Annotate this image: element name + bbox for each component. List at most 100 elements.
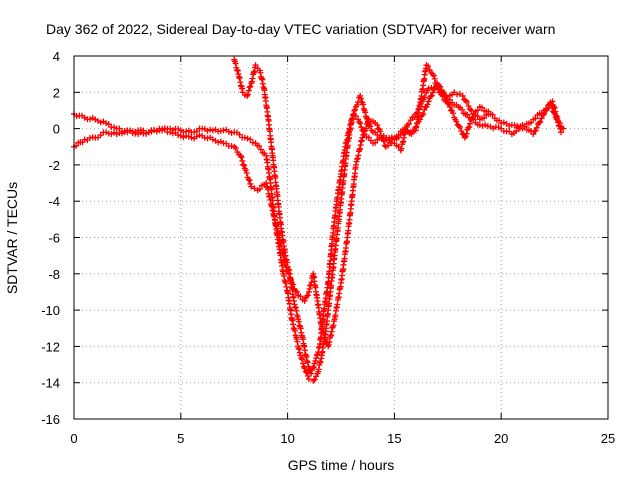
data-point [256,186,263,193]
data-point [238,154,245,161]
data-point [257,146,264,153]
data-point [252,62,259,69]
data-point [236,131,243,138]
data-point [463,130,470,137]
data-point [247,136,254,143]
data-points [71,56,567,384]
data-point [346,125,353,132]
data-point [299,360,306,367]
data-point [241,134,248,141]
data-point [421,106,428,113]
data-point [293,288,300,295]
y-tick-label: 0 [53,122,60,137]
data-point [555,119,562,126]
data-point [444,96,451,103]
data-point [308,370,315,377]
data-point [304,292,311,299]
data-point [209,136,216,143]
data-point [161,126,168,133]
data-point [457,124,464,131]
data-point [455,122,462,129]
data-point [466,106,473,113]
data-point [175,132,182,139]
data-point [103,129,110,136]
x-tick-label: 5 [177,431,184,446]
data-point [481,114,488,121]
data-point [232,60,239,67]
data-point [511,122,518,129]
data-point [97,119,104,126]
data-point [92,116,99,123]
data-point [234,67,241,74]
data-point [372,139,379,146]
data-point [374,121,381,128]
chart-title: Day 362 of 2022, Sidereal Day-to-day VTE… [46,21,555,37]
data-point [220,127,227,134]
data-point [514,122,521,129]
data-point [476,121,483,128]
data-point [247,83,254,90]
data-point [193,133,200,140]
x-tick-label: 0 [70,431,77,446]
data-point [431,75,438,82]
data-point [536,119,543,126]
data-point [533,124,540,131]
data-point [537,118,544,125]
data-point [424,101,431,108]
data-point [439,92,446,99]
data-point [183,132,190,139]
data-point [462,97,469,104]
data-point [310,364,317,371]
data-point [434,82,441,89]
data-point [384,142,391,149]
data-point [245,87,252,94]
data-point [301,365,308,372]
data-point [464,111,471,118]
data-point [425,63,432,70]
data-point [246,84,253,91]
y-axis-ticks: 4 2 0 -2 -4 -6 -8 -10 -12 -14 -16 [41,49,608,427]
data-point [555,122,562,129]
data-point [359,127,366,134]
data-point [465,124,472,131]
data-point [215,139,222,146]
data-point [357,120,364,127]
data-point [297,293,304,300]
data-point [180,134,187,141]
data-point [425,98,432,105]
data-point [292,288,299,295]
y-tick-label: 2 [53,85,60,100]
y-axis-label: SDTVAR / TECUs [4,182,20,294]
data-point [490,125,497,132]
data-point [425,85,432,92]
data-point [299,356,306,363]
data-point [196,132,203,139]
data-point [377,128,384,135]
data-point [244,91,251,98]
y-tick-label: -2 [48,158,60,173]
data-point [465,102,472,109]
y-tick-label: 4 [53,49,60,64]
data-point [177,132,184,139]
data-point [450,110,457,117]
y-tick-label: -16 [41,412,60,427]
data-point [453,118,460,125]
data-point [301,298,308,305]
data-point [485,111,492,118]
data-point [304,359,311,366]
data-point [228,142,235,149]
data-point [207,126,214,133]
data-point [404,128,411,135]
data-point [474,113,481,120]
data-point [103,120,110,127]
data-point [347,120,354,127]
data-point [395,134,402,141]
y-tick-label: -12 [41,339,60,354]
x-tick-label: 20 [494,431,508,446]
data-point [237,152,244,159]
data-point [111,124,118,131]
data-point [428,92,435,99]
data-point [108,130,115,137]
data-point [426,66,433,73]
data-point [191,129,198,136]
